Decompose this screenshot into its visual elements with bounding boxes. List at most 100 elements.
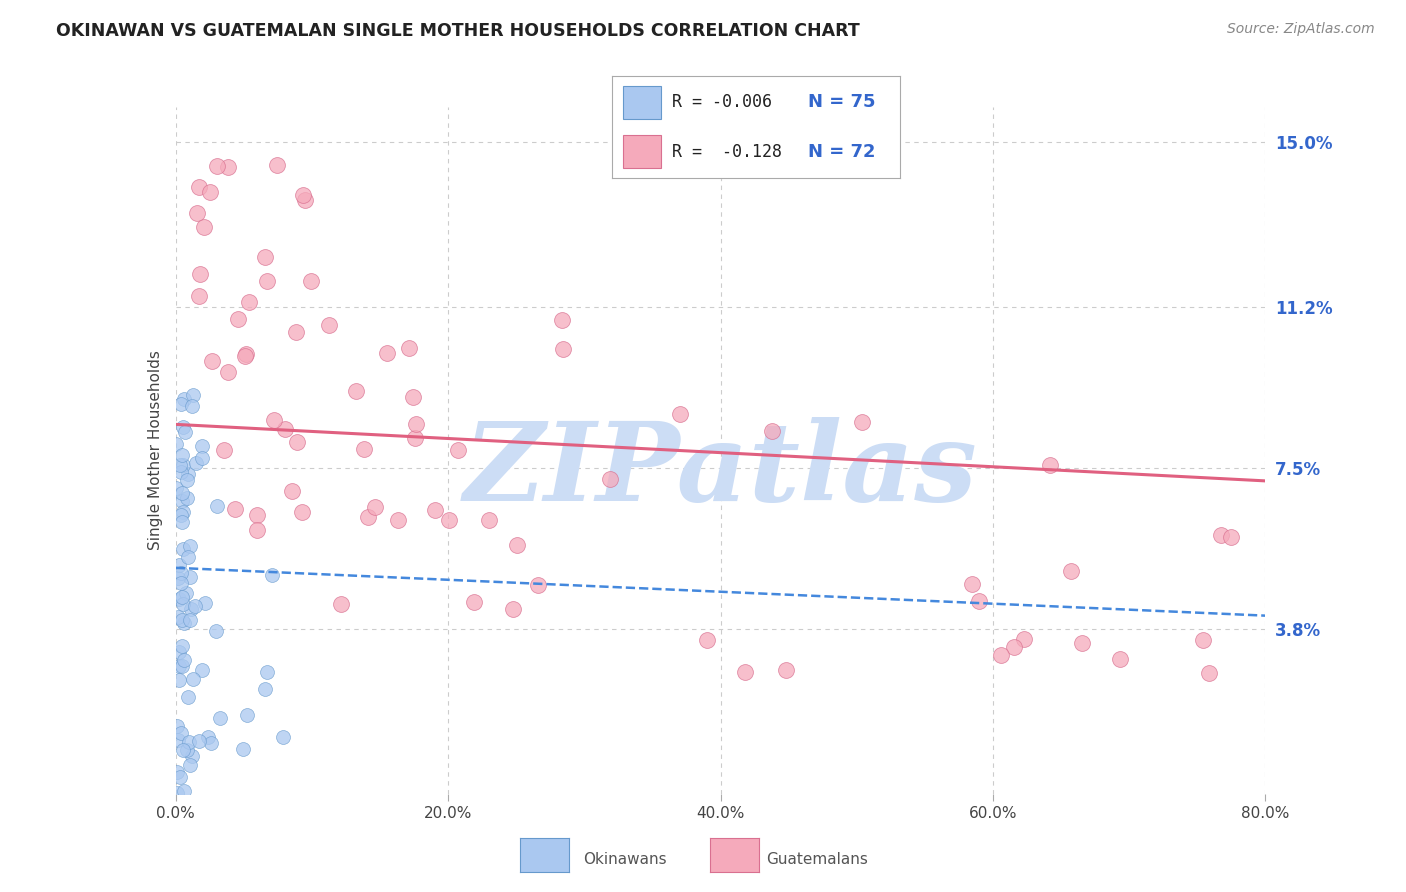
Point — [330, 597, 353, 611]
Point — [734, 665, 756, 679]
Point — [217, 160, 239, 174]
Point — [551, 313, 574, 327]
Point — [299, 274, 322, 288]
Point — [1108, 652, 1130, 666]
Point — [170, 640, 193, 654]
Point — [553, 343, 575, 357]
Point — [1060, 564, 1083, 578]
Point — [183, 388, 205, 402]
Point — [181, 672, 204, 686]
Point — [179, 539, 201, 553]
Point — [180, 399, 202, 413]
Text: N = 75: N = 75 — [807, 94, 875, 112]
Point — [186, 206, 208, 220]
Point — [401, 390, 423, 404]
Point — [198, 185, 221, 199]
Point — [179, 758, 201, 772]
Point — [177, 467, 200, 481]
Point — [226, 312, 249, 326]
Point — [357, 510, 380, 524]
Point — [236, 707, 259, 722]
Text: Guatemalans: Guatemalans — [766, 852, 868, 867]
Point — [167, 732, 190, 747]
Point — [962, 577, 984, 591]
Point — [169, 458, 191, 472]
Point — [172, 659, 194, 673]
Point — [224, 502, 246, 516]
Point — [167, 610, 190, 624]
Text: OKINAWAN VS GUATEMALAN SINGLE MOTHER HOUSEHOLDS CORRELATION CHART: OKINAWAN VS GUATEMALAN SINGLE MOTHER HOU… — [56, 22, 860, 40]
Point — [294, 193, 316, 207]
Point — [191, 663, 214, 677]
Point — [669, 407, 692, 421]
Point — [169, 673, 191, 687]
Point — [200, 736, 222, 750]
Point — [205, 159, 228, 173]
Point — [177, 690, 200, 704]
Point — [173, 784, 195, 798]
Bar — [623, 136, 661, 168]
Bar — [623, 87, 661, 119]
Point — [172, 420, 194, 434]
Point — [506, 538, 529, 552]
Point — [967, 594, 990, 608]
Point — [398, 341, 420, 355]
Point — [166, 718, 188, 732]
Point — [1012, 632, 1035, 646]
Point — [176, 473, 198, 487]
Point — [318, 318, 340, 333]
Point — [170, 726, 193, 740]
Point — [253, 250, 276, 264]
Point — [172, 743, 194, 757]
Point — [1002, 640, 1025, 654]
Point — [291, 505, 314, 519]
Point — [245, 523, 267, 537]
Point — [176, 491, 198, 505]
Point — [173, 653, 195, 667]
Point — [526, 578, 548, 592]
Point — [170, 448, 193, 462]
Point — [188, 267, 211, 281]
Point — [170, 466, 193, 480]
Point — [437, 513, 460, 527]
Point — [387, 513, 409, 527]
Point — [193, 219, 215, 234]
Point — [209, 711, 232, 725]
Point — [170, 508, 193, 523]
Point — [170, 486, 193, 500]
Point — [235, 347, 257, 361]
Point — [179, 735, 201, 749]
Point — [281, 484, 304, 499]
Point — [761, 424, 783, 438]
Point — [353, 442, 375, 456]
Point — [172, 505, 194, 519]
Point — [1071, 636, 1094, 650]
Point — [166, 436, 188, 450]
Point — [167, 659, 190, 673]
Point — [1209, 528, 1232, 542]
Text: R = -0.006: R = -0.006 — [672, 94, 772, 112]
Point — [212, 442, 235, 457]
Point — [165, 481, 187, 495]
Point — [181, 748, 204, 763]
Point — [184, 599, 207, 614]
Point — [478, 513, 501, 527]
Point — [423, 503, 446, 517]
Point — [173, 615, 195, 630]
Point — [238, 295, 260, 310]
Point — [172, 591, 194, 605]
Point — [173, 392, 195, 407]
Point — [166, 764, 188, 779]
Y-axis label: Single Mother Households: Single Mother Households — [148, 351, 163, 550]
Point — [285, 435, 308, 450]
Point — [344, 384, 367, 398]
Point — [174, 586, 197, 600]
Text: R =  -0.128: R = -0.128 — [672, 143, 782, 161]
Point — [197, 731, 219, 745]
Point — [447, 443, 470, 458]
Point — [217, 365, 239, 379]
Point — [1192, 632, 1215, 647]
Point — [463, 595, 485, 609]
Point — [285, 325, 308, 339]
Point — [167, 645, 190, 659]
